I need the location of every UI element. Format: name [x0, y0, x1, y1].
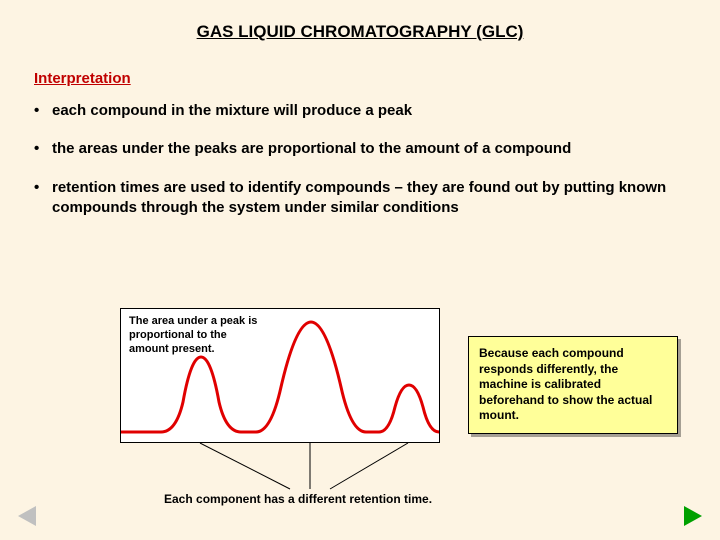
bullet-list: each compound in the mixture will produc… [34, 101, 720, 218]
list-item: each compound in the mixture will produc… [34, 101, 720, 121]
chevron-left-icon [18, 506, 36, 526]
chromatogram-chart: The area under a peak is proportional to… [120, 308, 440, 443]
callout-note: Because each compound responds different… [468, 336, 678, 434]
section-subtitle: Interpretation [34, 70, 720, 87]
chart-bottom-caption: Each component has a different retention… [164, 492, 432, 506]
page-title: GAS LIQUID CHROMATOGRAPHY (GLC) [0, 0, 720, 42]
chromatogram-svg [121, 307, 441, 442]
next-button[interactable] [684, 506, 702, 526]
pointer-lines [120, 443, 440, 493]
pointer-line [330, 443, 408, 489]
list-item: retention times are used to identify com… [34, 178, 720, 219]
chromatogram-trace [121, 322, 439, 432]
pointer-line [200, 443, 290, 489]
chevron-right-icon [684, 506, 702, 526]
list-item: the areas under the peaks are proportion… [34, 139, 720, 159]
prev-button[interactable] [18, 506, 36, 526]
